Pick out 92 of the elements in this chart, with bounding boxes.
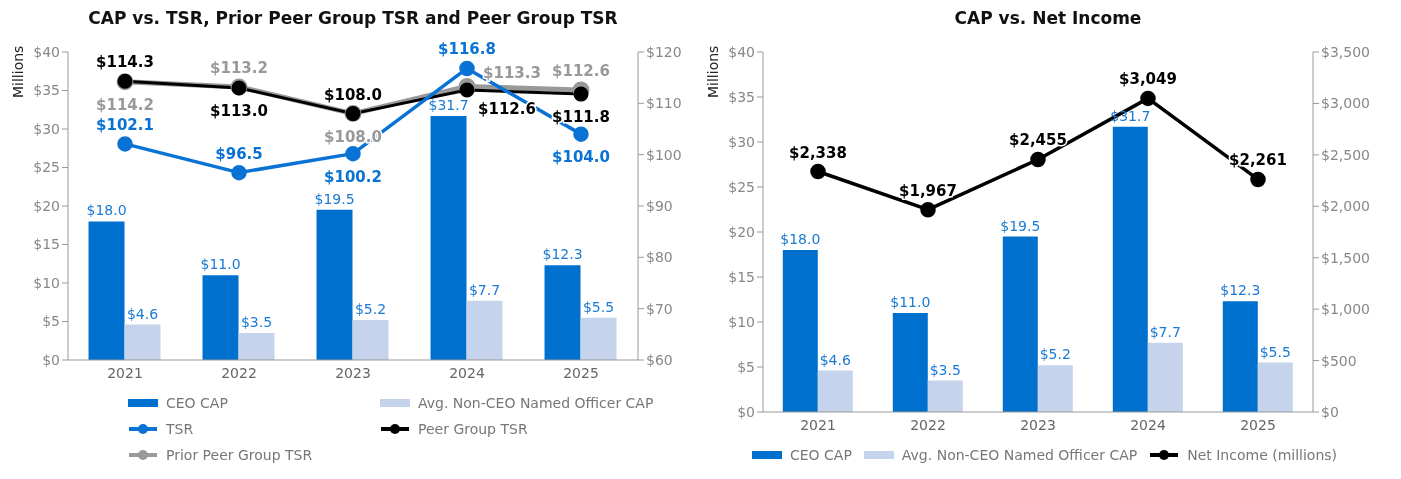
legend-label: CEO CAP xyxy=(789,447,852,463)
y2-tick-label: $120 xyxy=(646,43,682,60)
y2-tick-label: $80 xyxy=(646,249,673,266)
data-label: $112.6 xyxy=(552,61,610,80)
data-label: $31.7 xyxy=(428,96,469,113)
y-tick-label: $10 xyxy=(728,313,755,330)
y-tick-label: $35 xyxy=(33,82,60,99)
y2-tick-label: $1,500 xyxy=(1321,249,1370,266)
y-axis-title: Millions xyxy=(10,45,26,98)
chart-title: CAP vs. Net Income xyxy=(953,8,1143,30)
y2-tick-label: $60 xyxy=(646,351,673,368)
y-tick-label: $15 xyxy=(728,268,755,285)
y-tick-label: $5 xyxy=(737,358,755,375)
data-label: $5.5 xyxy=(1259,343,1291,360)
data-label: $5.2 xyxy=(1039,346,1071,363)
x-tick-label: 2024 xyxy=(449,364,485,381)
data-label: $100.2 xyxy=(324,167,382,186)
data-label: $102.1 xyxy=(96,115,154,134)
x-tick-label: 2021 xyxy=(800,416,836,433)
y2-tick-label: $110 xyxy=(646,95,682,112)
data-label: $18.0 xyxy=(780,231,821,247)
chart-title: CAP vs. TSR, Prior Peer Group TSR and Peer Group TSR xyxy=(87,8,619,30)
y2-tick-label: $3,500 xyxy=(1321,43,1370,60)
data-label: $3.5 xyxy=(929,361,961,378)
y-tick-label: $20 xyxy=(33,197,60,214)
y-tick-label: $30 xyxy=(33,120,60,137)
x-tick-label: 2025 xyxy=(563,364,599,381)
data-label: $113.2 xyxy=(210,58,268,77)
x-tick-label: 2022 xyxy=(910,416,946,433)
legend-label: Prior Peer Group TSR xyxy=(166,447,313,463)
x-tick-label: 2023 xyxy=(1020,416,1056,433)
y2-tick-label: $2,000 xyxy=(1321,198,1370,215)
data-label: $12.3 xyxy=(542,246,583,263)
data-label: $114.2 xyxy=(96,95,154,114)
data-label: $4.6 xyxy=(819,351,851,368)
data-label: $7.7 xyxy=(1149,323,1181,340)
data-label: $96.5 xyxy=(215,144,263,163)
data-label: $19.5 xyxy=(1000,217,1041,234)
y2-tick-label: $3,000 xyxy=(1321,95,1370,112)
data-label: $11.0 xyxy=(200,256,241,273)
data-label: $112.6 xyxy=(478,99,536,118)
data-label: $113.0 xyxy=(210,101,268,120)
y-tick-label: $20 xyxy=(728,223,755,240)
legend-label: CEO CAP xyxy=(166,395,228,411)
y-tick-label: $30 xyxy=(728,133,755,150)
data-label: $2,338 xyxy=(789,143,847,162)
legend-label: Peer Group TSR xyxy=(418,421,528,437)
data-label: $113.3 xyxy=(483,64,541,83)
data-label: $19.5 xyxy=(314,190,355,207)
y2-tick-label: $500 xyxy=(1321,352,1357,369)
data-label: $104.0 xyxy=(552,148,610,167)
y-tick-label: $35 xyxy=(728,88,755,105)
y-axis-title: Millions xyxy=(705,45,721,98)
y2-tick-label: $0 xyxy=(1321,403,1339,420)
legend-label: Avg. Non-CEO Named Officer CAP xyxy=(418,395,654,411)
y-tick-label: $10 xyxy=(33,274,60,291)
legend-label: Avg. Non-CEO Named Officer CAP xyxy=(901,447,1138,463)
y-tick-label: $15 xyxy=(33,236,60,253)
y-tick-label: $25 xyxy=(33,159,60,176)
data-label: $11.0 xyxy=(890,294,931,310)
data-label: $116.8 xyxy=(438,40,496,59)
y2-tick-label: $1,000 xyxy=(1321,301,1370,318)
data-label: $114.3 xyxy=(96,53,154,72)
x-tick-label: 2021 xyxy=(107,364,143,381)
legend-label: TSR xyxy=(166,421,194,437)
y2-tick-label: $90 xyxy=(646,197,673,214)
data-label: $2,455 xyxy=(1009,131,1067,150)
data-label: $5.5 xyxy=(582,298,615,315)
y-tick-label: $0 xyxy=(42,351,60,368)
data-label: $5.2 xyxy=(354,300,387,317)
data-label: $4.6 xyxy=(126,305,159,322)
data-label: $7.7 xyxy=(468,281,501,298)
y-tick-label: $40 xyxy=(728,43,755,60)
y2-tick-label: $100 xyxy=(646,146,682,163)
y-tick-label: $5 xyxy=(42,313,60,330)
data-label: $12.3 xyxy=(1220,282,1261,299)
y-tick-label: $0 xyxy=(737,403,755,420)
data-label: $3,049 xyxy=(1119,70,1177,89)
x-tick-label: 2024 xyxy=(1130,416,1166,433)
x-tick-label: 2025 xyxy=(1240,416,1276,433)
y-tick-label: $25 xyxy=(728,178,755,195)
data-label: $111.8 xyxy=(552,108,610,127)
data-label: $18.0 xyxy=(86,202,127,219)
data-label: $3.5 xyxy=(240,314,273,331)
data-label: $108.0 xyxy=(324,85,382,104)
y2-tick-label: $70 xyxy=(646,300,673,317)
y2-tick-label: $2,500 xyxy=(1321,146,1370,163)
x-tick-label: 2022 xyxy=(221,364,257,381)
legend-label: Net Income (millions) xyxy=(1187,447,1338,463)
x-tick-label: 2023 xyxy=(335,364,371,381)
data-label: $1,967 xyxy=(899,181,957,200)
y-tick-label: $40 xyxy=(33,43,60,60)
